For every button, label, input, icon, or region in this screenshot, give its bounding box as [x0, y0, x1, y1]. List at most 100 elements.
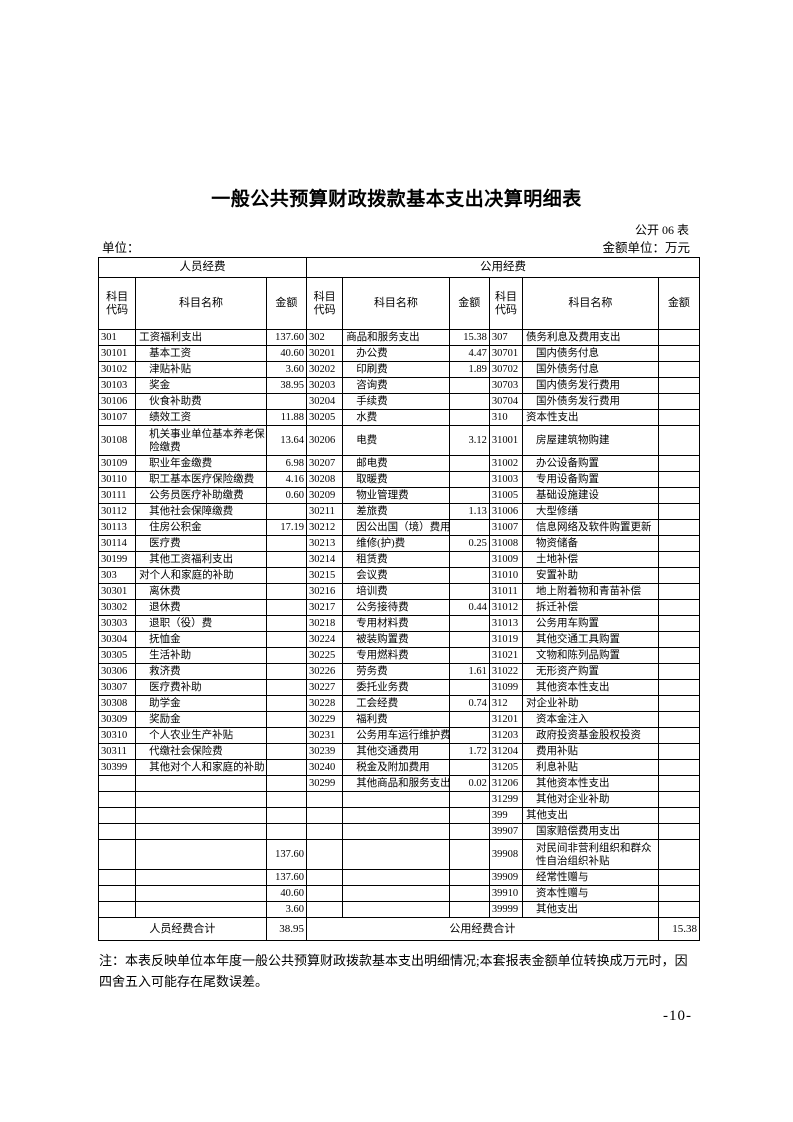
amount-cell	[265, 393, 308, 410]
amount-cell: 1.72	[448, 743, 490, 760]
amount-cell	[265, 551, 308, 568]
amount-cell	[657, 775, 701, 792]
subject-code-cell: 302	[306, 329, 344, 346]
subject-code-cell: 30239	[306, 743, 344, 760]
subject-name-cell: 租赁费	[342, 551, 450, 568]
amount-cell	[657, 647, 701, 664]
subject-code-cell: 30212	[306, 519, 344, 536]
subject-name-cell	[342, 823, 450, 840]
subject-name-cell: 伙食补助费	[135, 393, 267, 410]
subject-name-cell: 经常性赠与	[522, 869, 659, 886]
amount-cell	[448, 583, 490, 600]
subject-name-cell: 绩效工资	[135, 409, 267, 426]
subject-name-cell: 基础设施建设	[522, 487, 659, 504]
amount-cell	[657, 361, 701, 378]
amount-cell	[657, 679, 701, 696]
group-header-personnel: 人员经费	[97, 257, 308, 278]
table-row: 3.60 39999 其他支出	[97, 901, 701, 918]
subject-name-cell: 电费	[342, 425, 450, 456]
amount-cell: 0.44	[448, 599, 490, 616]
col-header-code: 科目 代码	[97, 277, 137, 330]
subject-name-cell	[135, 791, 267, 808]
subject-code-cell: 30205	[306, 409, 344, 426]
subject-code-cell: 30204	[306, 393, 344, 410]
col-header-amount: 金额	[657, 277, 701, 330]
subject-code-cell	[306, 807, 344, 824]
public-total-amount: 15.38	[657, 917, 701, 941]
subject-code-cell: 31201	[488, 711, 524, 728]
subject-code-cell: 30231	[306, 727, 344, 744]
amount-cell	[657, 727, 701, 744]
subject-code-cell: 30227	[306, 679, 344, 696]
col-header-name: 科目名称	[342, 277, 450, 330]
subject-code-cell	[97, 775, 137, 792]
amount-cell	[448, 823, 490, 840]
subject-name-cell: 国内债务付息	[522, 345, 659, 362]
subject-code-cell: 30109	[97, 455, 137, 472]
amount-cell	[657, 377, 701, 394]
amount-cell	[448, 885, 490, 902]
amount-cell	[265, 599, 308, 616]
amount-cell: 17.19	[265, 519, 308, 536]
subject-code-cell: 30306	[97, 663, 137, 680]
subject-name-cell: 资本性支出	[522, 409, 659, 426]
amount-cell	[657, 885, 701, 902]
subject-code-cell: 30110	[97, 471, 137, 488]
amount-cell: 0.74	[448, 695, 490, 712]
amount-cell	[448, 631, 490, 648]
subject-code-cell: 31005	[488, 487, 524, 504]
subject-code-cell	[97, 791, 137, 808]
amount-cell	[448, 839, 490, 870]
subject-code-cell	[97, 839, 137, 870]
table-row: 30301 离休费 30216 培训费 31011 地上附着物和青苗补偿	[97, 583, 701, 600]
subject-code-cell: 31001	[488, 425, 524, 456]
subject-code-cell: 30399	[97, 759, 137, 776]
subject-code-cell: 30304	[97, 631, 137, 648]
amount-cell: 15.38	[448, 329, 490, 346]
subject-name-cell: 个人农业生产补贴	[135, 727, 267, 744]
amount-cell	[657, 535, 701, 552]
subject-code-cell: 301	[97, 329, 137, 346]
subject-name-cell: 公务用车购置	[522, 615, 659, 632]
table-row: 30304 抚恤金 30224 被装购置费 31019 其他交通工具购置	[97, 631, 701, 648]
amount-cell	[657, 901, 701, 918]
subject-code-cell: 30229	[306, 711, 344, 728]
page-title: 一般公共预算财政拨款基本支出决算明细表	[211, 189, 582, 210]
amount-cell	[448, 647, 490, 664]
subject-name-cell: 其他资本性支出	[522, 775, 659, 792]
amount-cell	[265, 679, 308, 696]
table-row: 30399 其他对个人和家庭的补助 30240 税金及附加费用 31205 利息补贴	[97, 759, 701, 776]
subject-code-cell: 30108	[97, 425, 137, 456]
subject-name-cell	[135, 869, 267, 886]
subject-name-cell: 拆迁补偿	[522, 599, 659, 616]
subject-code-cell	[306, 839, 344, 870]
subject-name-cell: 大型修缮	[522, 503, 659, 520]
amount-cell	[448, 901, 490, 918]
subject-name-cell: 离休费	[135, 583, 267, 600]
subject-name-cell: 住房公积金	[135, 519, 267, 536]
subject-name-cell: 津贴补贴	[135, 361, 267, 378]
table-row: 30305 生活补助 30225 专用燃料费 31021 文物和陈列品购置	[97, 647, 701, 664]
subject-code-cell: 30207	[306, 455, 344, 472]
subject-code-cell: 31012	[488, 599, 524, 616]
subject-code-cell: 31206	[488, 775, 524, 792]
subject-code-cell: 30218	[306, 615, 344, 632]
subject-code-cell: 30202	[306, 361, 344, 378]
subject-name-cell: 政府投资基金股权投资	[522, 727, 659, 744]
subject-name-cell: 无形资产购置	[522, 663, 659, 680]
subject-name-cell: 债务利息及费用支出	[522, 329, 659, 346]
amount-cell: 40.60	[265, 345, 308, 362]
subject-name-cell: 其他工资福利支出	[135, 551, 267, 568]
subject-name-cell	[342, 901, 450, 918]
table-row: 303 对个人和家庭的补助 30215 会议费 31010 安置补助	[97, 567, 701, 584]
amount-cell	[448, 487, 490, 504]
subject-code-cell	[97, 823, 137, 840]
subject-name-cell: 其他对企业补助	[522, 791, 659, 808]
subject-name-cell: 福利费	[342, 711, 450, 728]
public-total-label: 公用经费合计	[306, 917, 659, 941]
amount-cell	[448, 679, 490, 696]
amount-cell	[657, 743, 701, 760]
subject-code-cell: 31009	[488, 551, 524, 568]
table-row: 39907 国家赔偿费用支出	[97, 823, 701, 840]
table-row: 30199 其他工资福利支出 30214 租赁费 31009 土地补偿	[97, 551, 701, 568]
